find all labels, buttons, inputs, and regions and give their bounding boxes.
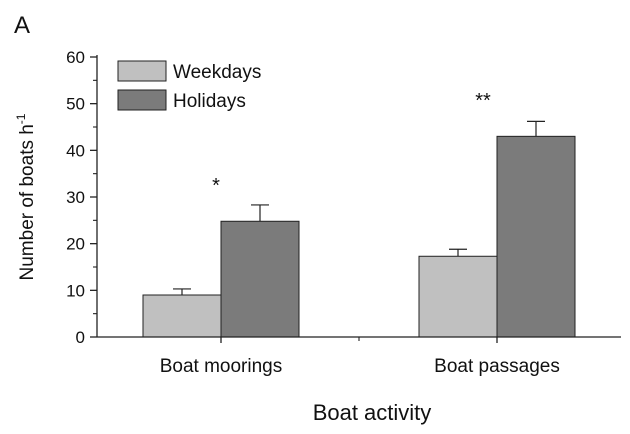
- x-tick-label: Boat moorings: [160, 356, 283, 377]
- legend-label-weekdays: Weekdays: [173, 62, 261, 83]
- y-tick-label: 0: [76, 328, 85, 347]
- y-tick-label: 60: [66, 48, 85, 67]
- significance-annotations: ***: [212, 90, 491, 197]
- bar-weekdays-1: [418, 255, 498, 338]
- bar-weekdays-0: [142, 294, 222, 338]
- significance-mark: *: [212, 175, 220, 197]
- legend-swatch-holidays: [117, 89, 167, 111]
- x-axis-label: Boat activity: [313, 400, 432, 425]
- axes-layer: 0 10 20 30 40 50 60 Boat moorings Boat passages: [66, 48, 621, 377]
- y-tick-label: 20: [66, 235, 85, 254]
- legend-swatch-weekdays: [117, 60, 167, 82]
- y-tick-label: 30: [66, 188, 85, 207]
- x-tick-label: Boat passages: [434, 356, 560, 377]
- legend-label-holidays: Holidays: [173, 91, 246, 112]
- bars-layer: [142, 135, 576, 338]
- y-tick-label: 40: [66, 141, 85, 160]
- bar-holidays-0: [220, 220, 300, 338]
- legend: Weekdays Holidays: [117, 60, 261, 112]
- significance-mark: **: [475, 90, 491, 112]
- panel-label: A: [14, 12, 30, 39]
- y-tick-label: 50: [66, 95, 85, 114]
- y-axis-label: Number of boats h-1: [14, 113, 38, 280]
- y-tick-label: 10: [66, 281, 85, 300]
- error-bars-layer: [173, 120, 545, 295]
- bar-holidays-1: [496, 135, 576, 338]
